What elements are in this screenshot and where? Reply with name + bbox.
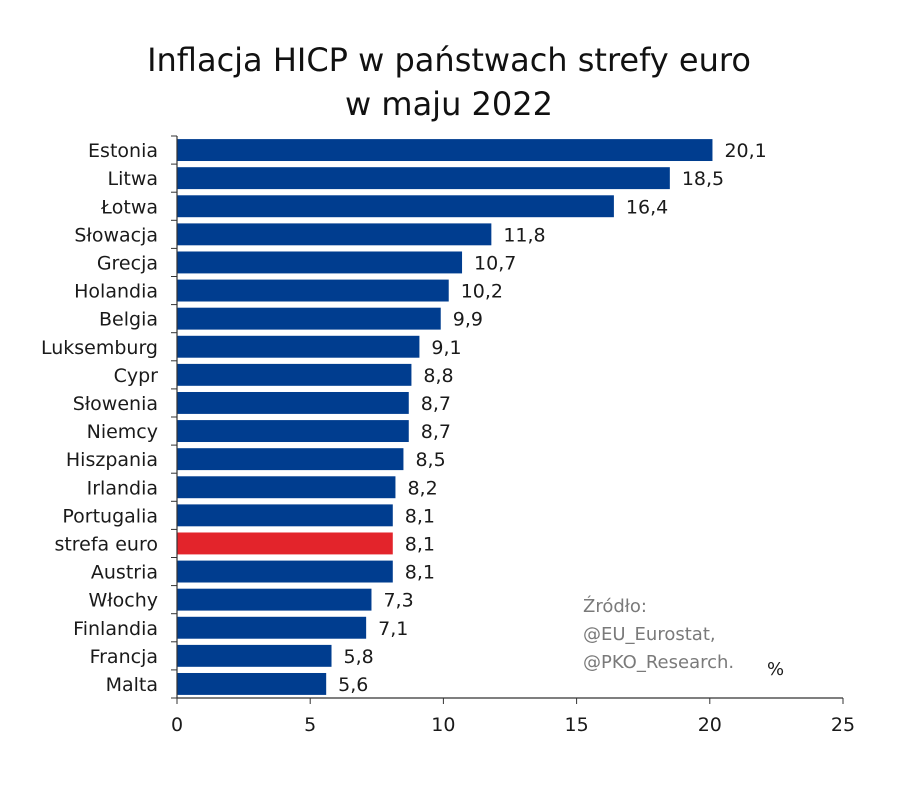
category-label-4: Słowacja	[74, 224, 158, 246]
value-label-1: 20,1	[724, 140, 766, 162]
bar-3	[177, 195, 614, 218]
bar-12	[177, 448, 404, 471]
bar-18	[177, 616, 367, 639]
value-label-17: 7,3	[383, 590, 413, 612]
category-label-2: Litwa	[108, 168, 159, 190]
source-line-2: @EU_Eurostat,	[583, 624, 716, 645]
bar-9	[177, 363, 412, 386]
source-line-3: @PKO_Research.	[583, 652, 735, 673]
source-line-1: Źródło:	[583, 596, 647, 617]
category-label-5: Grecja	[97, 252, 158, 274]
chart-title-line-1: Inflacja HICP w państwach strefy euro	[147, 41, 751, 79]
bar-2	[177, 167, 670, 190]
category-label-7: Belgia	[99, 309, 158, 331]
category-label-8: Luksemburg	[41, 337, 158, 359]
bar-17	[177, 588, 372, 611]
value-label-20: 5,6	[338, 674, 368, 696]
value-label-9: 8,8	[423, 365, 453, 387]
x-tick-label-6: 25	[831, 714, 855, 736]
category-label-12: Hiszpania	[66, 449, 158, 471]
x-tick-label-3: 10	[431, 714, 455, 736]
value-label-16: 8,1	[405, 562, 435, 584]
bar-13	[177, 476, 396, 499]
category-label-6: Holandia	[74, 281, 158, 303]
category-label-10: Słowenia	[73, 393, 158, 415]
value-label-4: 11,8	[503, 224, 545, 246]
bar-6	[177, 279, 449, 302]
category-label-3: Łotwa	[100, 196, 158, 218]
bar-11	[177, 420, 409, 443]
category-label-17: Włochy	[88, 590, 158, 612]
x-tick-label-5: 20	[698, 714, 722, 736]
category-label-19: Francja	[90, 646, 158, 668]
category-label-9: Cypr	[114, 365, 159, 387]
source-note: Źródło: @EU_Eurostat, @PKO_Research.	[583, 593, 734, 677]
value-label-12: 8,5	[415, 449, 445, 471]
unit-label: %	[767, 659, 785, 680]
value-label-18: 7,1	[378, 618, 408, 640]
value-label-8: 9,1	[431, 337, 461, 359]
bar-4	[177, 223, 492, 246]
value-label-14: 8,1	[405, 505, 435, 527]
bar-20	[177, 672, 327, 695]
value-label-3: 16,4	[626, 196, 668, 218]
bar-7	[177, 307, 441, 330]
category-label-13: Irlandia	[87, 477, 158, 499]
category-label-15: strefa euro	[54, 533, 158, 555]
axes-layer	[171, 135, 844, 704]
x-tick-label-2: 5	[304, 714, 316, 736]
value-label-11: 8,7	[421, 421, 451, 443]
bar-10	[177, 391, 409, 414]
bars-layer	[177, 139, 713, 695]
value-label-2: 18,5	[682, 168, 724, 190]
category-label-11: Niemcy	[87, 421, 158, 443]
bar-16	[177, 560, 393, 583]
category-label-18: Finlandia	[73, 618, 158, 640]
value-label-5: 10,7	[474, 252, 516, 274]
bar-14	[177, 504, 393, 527]
value-label-6: 10,2	[461, 281, 503, 303]
x-tick-label-4: 15	[565, 714, 589, 736]
value-label-7: 9,9	[453, 309, 483, 331]
bar-19	[177, 644, 332, 667]
category-label-16: Austria	[91, 562, 158, 584]
value-label-10: 8,7	[421, 393, 451, 415]
value-label-13: 8,2	[407, 477, 437, 499]
category-label-20: Malta	[106, 674, 158, 696]
category-label-1: Estonia	[88, 140, 158, 162]
category-label-14: Portugalia	[62, 505, 158, 527]
bar-1	[177, 139, 713, 162]
bar-5	[177, 251, 463, 274]
chart-title: Inflacja HICP w państwach strefy euro w …	[0, 38, 898, 126]
chart-title-line-2: w maju 2022	[345, 85, 553, 123]
labels-layer: Estonia 20,1 Litwa 18,5 Łotwa 16,4 Słowacja 11,…	[41, 140, 855, 736]
x-tick-label-1: 0	[171, 714, 183, 736]
bar-8	[177, 335, 420, 358]
value-label-19: 5,8	[344, 646, 374, 668]
bar-highlight-euro-area	[177, 532, 393, 555]
value-label-15: 8,1	[405, 533, 435, 555]
